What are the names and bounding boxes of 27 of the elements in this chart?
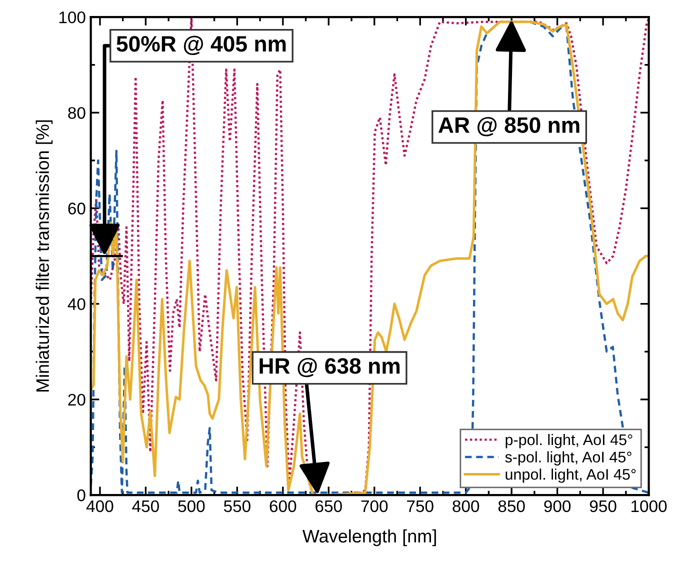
x-tick-label: 1000	[632, 500, 667, 512]
x-tick-label: 750	[407, 500, 434, 512]
x-tick-label: 550	[224, 500, 250, 512]
x-tick-label: 900	[544, 500, 571, 512]
x-axis-title: Wavelength [nm]	[302, 529, 436, 546]
x-tick-label: 700	[361, 500, 388, 512]
x-tick-label: 950	[590, 500, 616, 512]
y-tick-label: 60	[68, 202, 86, 214]
y-axis-title: Miniaturized filter transmission [%]	[36, 120, 53, 392]
y-tick-label: 0	[77, 489, 86, 502]
annotation: HR @ 638 nm	[260, 358, 400, 378]
y-tick-label: 20	[68, 394, 86, 406]
annotation: AR @ 850 nm	[438, 116, 580, 136]
y-tick-label: 80	[68, 107, 86, 119]
x-tick-label: 650	[316, 500, 342, 512]
x-tick-label: 800	[452, 500, 480, 512]
legend-label: s-pol. light, AoI 45°	[505, 451, 632, 466]
x-tick-label: 600	[270, 500, 296, 512]
legend-label: unpol. light, AoI 45°	[506, 468, 636, 483]
x-tick-label: 500	[178, 500, 205, 512]
x-tick-label: 450	[132, 500, 159, 512]
y-tick-label: 40	[68, 298, 86, 310]
x-tick-label: 850	[498, 500, 525, 512]
annotation: 50%R @ 405 nm	[116, 36, 286, 56]
legend-label: p-pol. light, AoI 45°	[506, 434, 632, 448]
x-tick-label: 400	[86, 500, 114, 512]
y-tick-label: 100	[59, 11, 86, 24]
